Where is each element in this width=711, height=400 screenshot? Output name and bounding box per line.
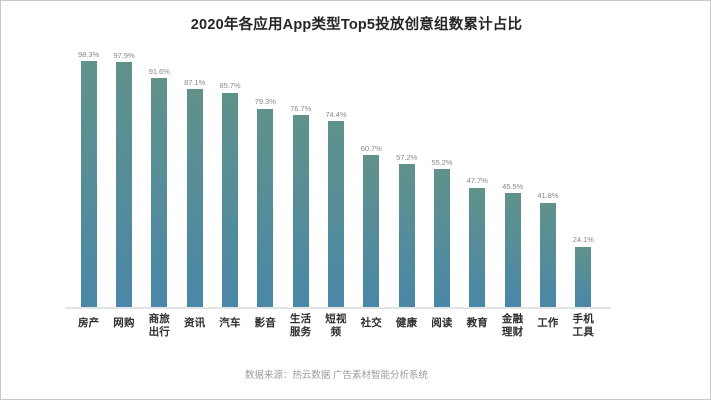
bar-rect[interactable]	[151, 78, 168, 307]
x-axis-labels: 房产 网购 商旅出行 资讯 汽车 影音 生活服务 短视频 社交 健康 阅读 教育…	[71, 313, 601, 340]
x-axis-tick-label: 工作	[537, 317, 559, 329]
bar-value-label: 45.5%	[502, 181, 524, 191]
bar-rect[interactable]	[257, 108, 274, 307]
bar-rect[interactable]	[575, 246, 592, 307]
x-axis-tick: 阅读	[424, 313, 459, 340]
x-axis-tick: 金融理财	[495, 313, 530, 340]
bar-item[interactable]: 41.8%	[530, 45, 565, 307]
x-axis-tick: 工作	[530, 313, 565, 340]
bar-value-label: 76.7%	[290, 103, 312, 113]
bar-item[interactable]: 79.3%	[248, 45, 283, 307]
bar-value-label: 57.2%	[396, 152, 418, 162]
bar-rect[interactable]	[221, 92, 238, 307]
bar-rect[interactable]	[433, 169, 450, 307]
bar-item[interactable]: 57.2%	[389, 45, 424, 307]
bar-value-label: 87.1%	[184, 77, 206, 87]
bar-item[interactable]: 98.3%	[71, 45, 106, 307]
x-axis-tick-label: 阅读	[431, 317, 453, 329]
bar-rect[interactable]	[186, 89, 203, 307]
x-axis-tick: 资讯	[177, 313, 212, 340]
x-axis-tick: 社交	[354, 313, 389, 340]
bar-rect[interactable]	[80, 61, 97, 307]
x-axis-tick-label: 金融理财	[501, 313, 524, 338]
bar-item[interactable]: 76.7%	[283, 45, 318, 307]
bar-item[interactable]: 97.9%	[106, 45, 141, 307]
x-axis-tick: 网购	[106, 313, 141, 340]
x-axis-tick-label: 汽车	[219, 317, 241, 329]
bar-rect[interactable]	[115, 62, 132, 307]
bar-rect[interactable]	[363, 155, 380, 307]
x-axis-tick: 房产	[71, 313, 106, 340]
bar-value-label: 60.7%	[360, 143, 382, 153]
bar-item[interactable]: 87.1%	[177, 45, 212, 307]
x-axis-tick: 手机工具	[566, 313, 601, 340]
x-axis-tick-label: 健康	[395, 317, 418, 329]
x-axis-tick-label: 房产	[77, 317, 100, 329]
bar-value-label: 47.7%	[466, 176, 488, 186]
x-axis-tick-label: 教育	[466, 317, 488, 329]
x-axis-tick-label: 手机工具	[572, 313, 594, 338]
x-axis-tick-label: 影音	[254, 317, 276, 329]
x-axis-tick-label: 资讯	[183, 317, 206, 329]
bar-item[interactable]: 60.7%	[354, 45, 389, 307]
bar-value-label: 41.8%	[537, 191, 559, 200]
bar-rect[interactable]	[327, 121, 344, 307]
bar-item[interactable]: 55.2%	[424, 45, 459, 307]
x-axis-tick: 短视频	[318, 313, 353, 340]
bar-value-label: 79.3%	[254, 97, 276, 107]
x-axis-tick: 生活服务	[283, 313, 318, 340]
bar-value-label: 74.4%	[325, 109, 347, 119]
bar-value-label: 55.2%	[431, 157, 453, 167]
plot-area: 98.3% 97.9% 91.6% 87.1% 85.7% 79.3%	[71, 45, 601, 307]
x-axis-tick: 影音	[248, 313, 283, 340]
bar-item[interactable]: 91.6%	[142, 45, 177, 307]
bar-item[interactable]: 85.7%	[212, 45, 247, 307]
x-axis-tick-label: 网购	[113, 317, 135, 329]
bar-value-label: 98.3%	[78, 49, 100, 59]
bar-item[interactable]: 24.1%	[566, 45, 601, 307]
bar-item[interactable]: 74.4%	[318, 45, 353, 307]
x-axis-tick: 教育	[460, 313, 495, 340]
x-axis-tick: 健康	[389, 313, 424, 340]
bar-rect[interactable]	[539, 202, 556, 307]
bar-rect[interactable]	[398, 164, 415, 307]
bar-value-label: 85.7%	[219, 81, 241, 91]
chart-title: 2020年各应用App类型Top5投放创意组数累计占比	[190, 17, 523, 33]
x-axis-tick-label: 社交	[360, 317, 382, 329]
x-axis-line	[65, 307, 611, 309]
x-axis-tick: 商旅出行	[142, 313, 177, 340]
bar-value-label: 24.1%	[572, 235, 594, 245]
bar-series: 98.3% 97.9% 91.6% 87.1% 85.7% 79.3%	[71, 45, 601, 307]
bar-rect[interactable]	[292, 115, 309, 307]
bar-rect[interactable]	[469, 187, 486, 307]
bar-item[interactable]: 45.5%	[495, 45, 530, 307]
source-note: 数据来源：热云数据 广告素材智能分析系统	[244, 370, 429, 381]
bar-rect[interactable]	[504, 193, 521, 307]
x-axis-tick-label: 生活服务	[289, 313, 312, 338]
x-axis-tick-label: 短视频	[325, 313, 347, 338]
bar-value-label: 91.6%	[148, 66, 170, 76]
x-axis-tick-label: 商旅出行	[148, 313, 171, 338]
bar-item[interactable]: 47.7%	[460, 45, 495, 307]
bar-value-label: 97.9%	[113, 50, 135, 60]
x-axis-tick: 汽车	[212, 313, 247, 340]
